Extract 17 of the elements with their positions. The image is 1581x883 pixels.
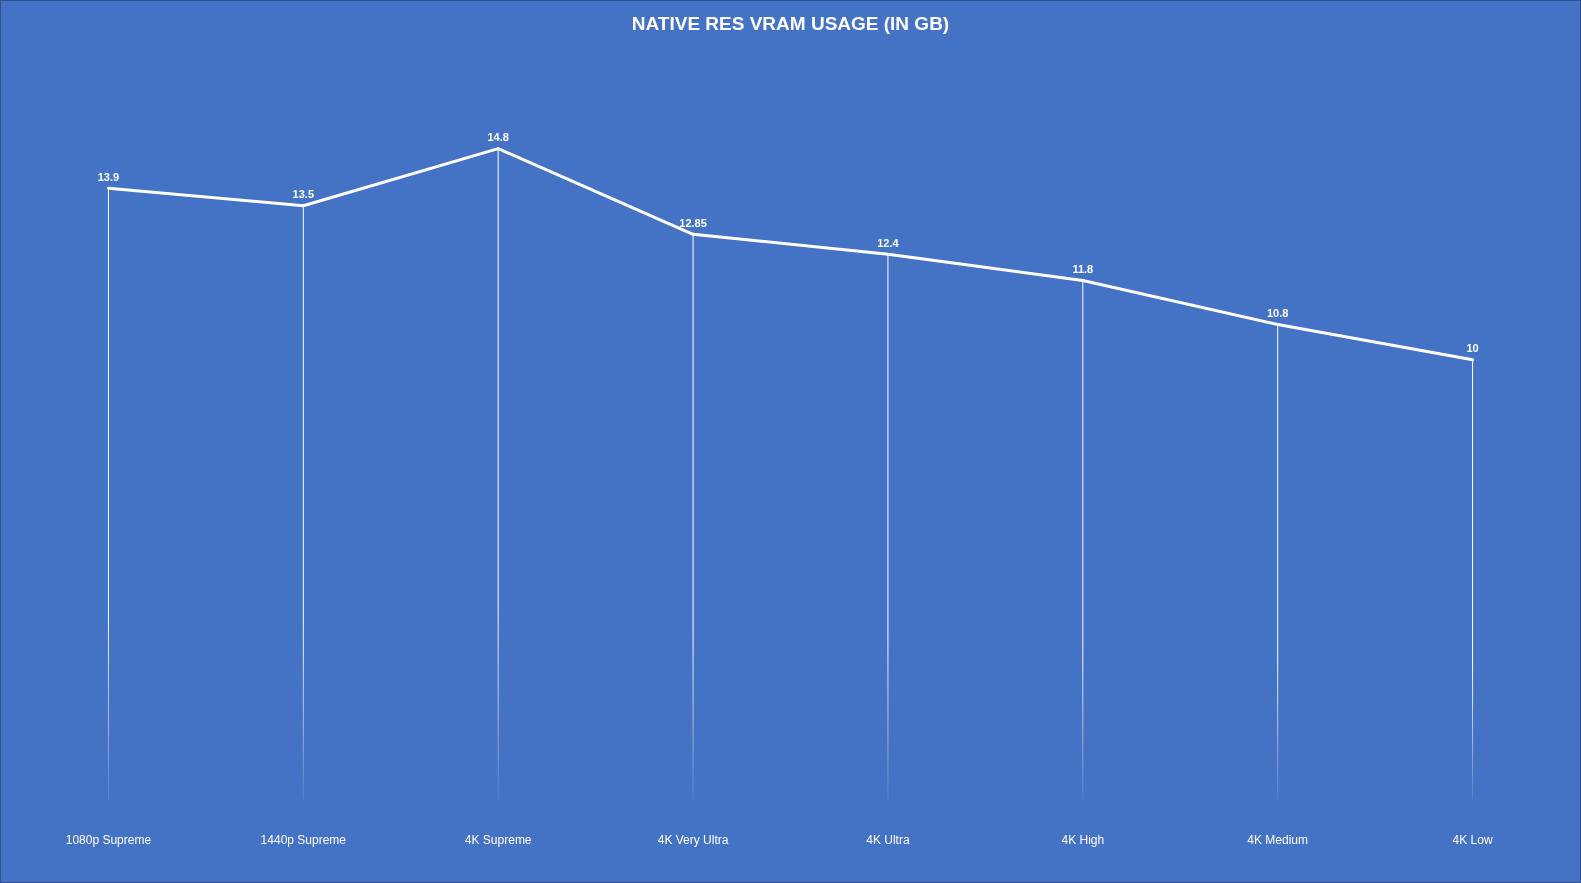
x-tick-label: 1080p Supreme xyxy=(65,833,152,848)
x-tick-label: 4K High xyxy=(1061,833,1105,848)
x-tick-label: 1440p Supreme xyxy=(260,833,347,848)
data-label: 11.8 xyxy=(1072,263,1094,276)
x-tick-label: 4K Very Ultra xyxy=(657,833,729,848)
data-label: 10 xyxy=(1466,342,1479,355)
chart-title: NATIVE RES VRAM USAGE (IN GB) xyxy=(631,12,950,34)
data-label: 14.8 xyxy=(487,131,509,144)
x-tick-label: 4K Medium xyxy=(1247,833,1309,848)
x-tick-label: 4K Ultra xyxy=(866,833,910,848)
data-label: 13.9 xyxy=(97,170,120,183)
data-label: 13.5 xyxy=(292,188,315,201)
data-label: 12.4 xyxy=(877,236,900,249)
x-tick-label: 4K Low xyxy=(1452,833,1493,848)
x-tick-label: 4K Supreme xyxy=(464,833,532,848)
data-label: 12.85 xyxy=(679,216,707,229)
data-label: 10.8 xyxy=(1266,307,1289,320)
